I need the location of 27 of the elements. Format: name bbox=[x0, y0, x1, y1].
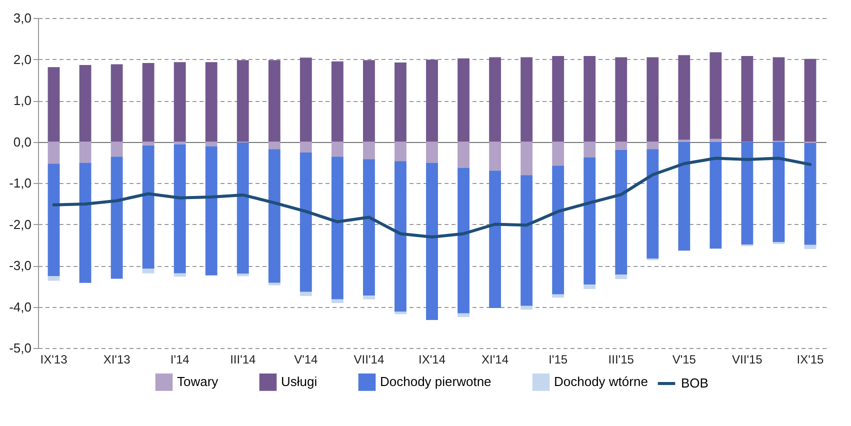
y-tick-label: 1,0 bbox=[13, 93, 32, 108]
x-tick-label: VII'15 bbox=[732, 352, 763, 366]
x-tick-label: III'15 bbox=[608, 352, 634, 366]
x-tick-label: XI'13 bbox=[103, 352, 131, 366]
x-tick-label: IX'15 bbox=[796, 352, 824, 366]
x-tick-label: I'15 bbox=[548, 352, 568, 366]
y-tick-label: -4,0 bbox=[9, 299, 32, 314]
x-tick-label: XI'14 bbox=[482, 352, 509, 366]
y-tick-label: -1,0 bbox=[9, 176, 32, 190]
x-tick-label: IX'13 bbox=[40, 352, 68, 366]
legend-label: Usługi bbox=[281, 374, 318, 390]
y-tick-label: -3,0 bbox=[9, 258, 32, 273]
y-tick-label: -2,0 bbox=[9, 216, 32, 232]
x-tick-label: VII'14 bbox=[354, 352, 384, 366]
legend-label: Dochody pierwotne bbox=[380, 374, 492, 390]
x-tick-label: IX'14 bbox=[418, 352, 446, 366]
x-tick-label: V'15 bbox=[672, 352, 696, 366]
y-tick-label: -5,0 bbox=[9, 340, 32, 356]
y-tick-label: 2,0 bbox=[13, 52, 32, 67]
legend-label: BOB bbox=[681, 376, 708, 390]
y-tick-label: 3,0 bbox=[13, 10, 32, 26]
legend-label: Dochody wtórne bbox=[554, 374, 648, 390]
x-tick-label: V'14 bbox=[294, 352, 318, 366]
x-tick-label: I'14 bbox=[170, 352, 190, 366]
legend-label: Towary bbox=[177, 374, 219, 390]
y-tick-label: 0,0 bbox=[13, 134, 32, 150]
x-tick-label: III'14 bbox=[230, 352, 256, 366]
